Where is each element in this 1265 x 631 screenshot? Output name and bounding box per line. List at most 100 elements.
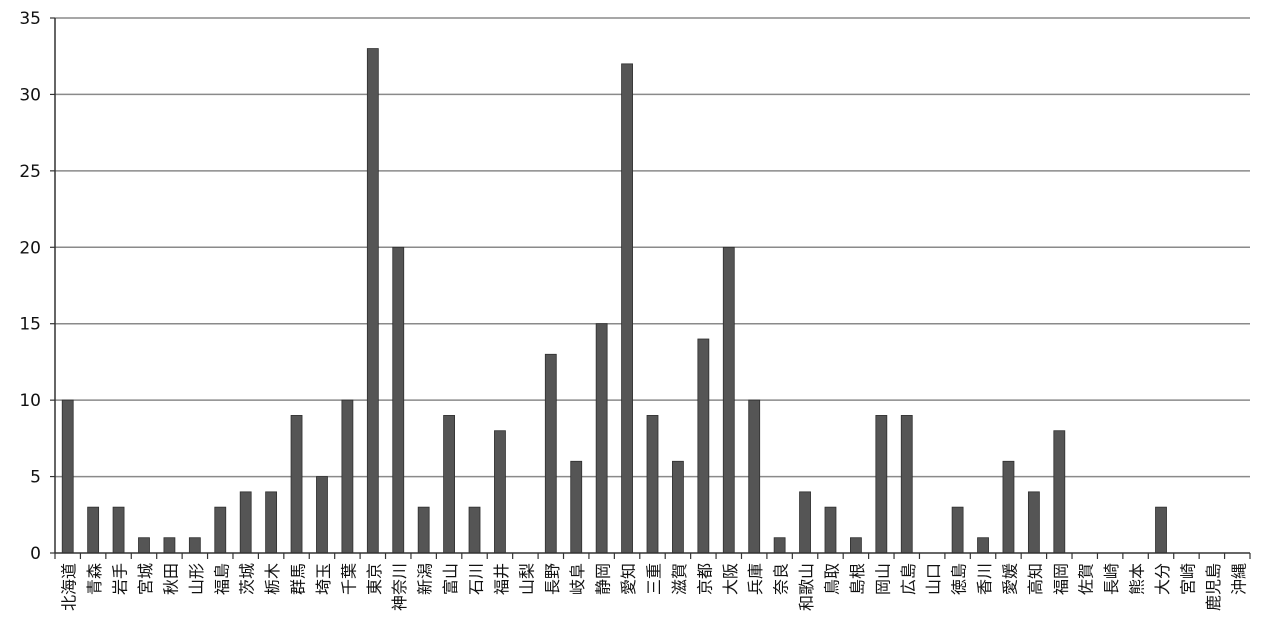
x-tick-label: 山梨 <box>517 563 536 595</box>
bar-11 <box>341 399 354 554</box>
bar-31 <box>850 537 862 554</box>
x-tick-label: 北海道 <box>60 563 79 611</box>
x-tick-label: 岐阜 <box>568 563 587 595</box>
x-tick-label: 兵庫 <box>746 563 765 595</box>
bar-3 <box>138 537 150 554</box>
bar-17 <box>494 430 506 554</box>
bar-20 <box>570 460 583 554</box>
bar-9 <box>290 415 303 554</box>
x-tick-label: 広島 <box>899 563 918 595</box>
x-tick-label: 鹿児島 <box>1204 563 1223 611</box>
x-tick-label: 神奈川 <box>390 563 409 611</box>
bar-23 <box>646 415 659 554</box>
x-tick-label: 群馬 <box>289 563 308 595</box>
y-tick-label: 20 <box>19 238 41 258</box>
x-tick-label: 宮城 <box>136 563 155 595</box>
x-tick-label: 栃木 <box>263 563 282 595</box>
x-tick-label: 宮崎 <box>1178 563 1197 595</box>
bar-25 <box>697 338 710 554</box>
bar-22 <box>621 63 633 554</box>
bar-0 <box>61 399 74 554</box>
x-tick-label: 山形 <box>187 563 206 595</box>
bar-26 <box>722 246 735 554</box>
x-tick-label: 和歌山 <box>797 563 816 611</box>
y-tick-label: 10 <box>19 391 41 411</box>
x-tick-label: 福井 <box>492 563 511 595</box>
x-tick-label: 長野 <box>543 563 562 595</box>
bar-7 <box>239 491 252 554</box>
bar-39 <box>1053 430 1066 554</box>
bar-8 <box>265 491 278 554</box>
bar-24 <box>672 460 684 554</box>
y-axis-ticks: 0 5 10 15 20 25 30 35 <box>19 9 55 564</box>
bar-29 <box>799 491 811 554</box>
x-axis-labels: 北海道 青森 岩手 宮城 秋田 山形 福島 茨城 栃木 群馬 埼玉 千葉 東京 神奈川 新潟 富山 石川 福井 山梨… <box>60 563 1249 611</box>
bar-33 <box>900 415 913 554</box>
bar-32 <box>875 415 888 554</box>
y-tick-label: 15 <box>19 315 41 335</box>
y-tick-label: 30 <box>19 85 41 105</box>
x-tick-label: 秋田 <box>161 563 180 595</box>
gridlines <box>55 17 1250 478</box>
x-tick-label: 石川 <box>467 563 486 595</box>
x-tick-label: 京都 <box>695 563 714 595</box>
y-tick-label: 35 <box>19 9 41 29</box>
bar-1 <box>87 506 100 554</box>
x-tick-label: 大阪 <box>721 563 740 595</box>
x-tick-label: 福岡 <box>1051 563 1070 595</box>
x-tick-label: 高知 <box>1026 563 1045 595</box>
x-tick-label: 奈良 <box>772 563 791 595</box>
y-tick-label: 25 <box>19 162 41 182</box>
x-tick-label: 埼玉 <box>314 563 333 595</box>
bar-10 <box>316 476 328 554</box>
bar-30 <box>824 506 837 554</box>
x-tick-label: 静岡 <box>594 563 613 595</box>
bar-15 <box>443 415 455 554</box>
x-tick-label: 福島 <box>212 563 231 595</box>
x-tick-label: 徳島 <box>950 563 969 595</box>
bar-5 <box>188 537 201 554</box>
x-tick-label: 青森 <box>85 563 104 595</box>
x-tick-label: 滋賀 <box>670 563 689 595</box>
bar-27 <box>748 399 761 554</box>
x-tick-label: 長崎 <box>1102 563 1121 595</box>
bar-28 <box>773 537 786 554</box>
x-tick-label: 茨城 <box>238 563 257 595</box>
bar-4 <box>163 537 176 554</box>
axes <box>54 18 1251 559</box>
x-tick-label: 新潟 <box>416 563 435 595</box>
y-tick-label: 5 <box>30 468 41 488</box>
bar-37 <box>1002 460 1015 554</box>
x-tick-label: 大分 <box>1153 563 1172 595</box>
bar-38 <box>1027 491 1040 554</box>
x-tick-label: 愛媛 <box>1000 563 1019 595</box>
bar-36 <box>977 537 989 554</box>
x-tick-label: 東京 <box>365 563 384 595</box>
x-tick-label: 香川 <box>975 563 994 595</box>
y-tick-label: 0 <box>30 544 41 564</box>
x-tick-label: 沖縄 <box>1229 563 1248 595</box>
x-tick-label: 三重 <box>645 563 664 595</box>
bar-21 <box>595 323 608 554</box>
bar-14 <box>417 506 430 554</box>
bar-13 <box>392 246 405 554</box>
x-tick-label: 鳥取 <box>822 563 841 595</box>
x-tick-label: 佐賀 <box>1077 563 1096 595</box>
x-tick-label: 岡山 <box>873 563 892 595</box>
x-tick-label: 愛知 <box>619 563 638 595</box>
bar-6 <box>214 506 227 554</box>
x-tick-label: 島根 <box>848 563 867 595</box>
bar-16 <box>468 506 481 554</box>
x-tick-label: 山口 <box>924 563 943 595</box>
bar-19 <box>544 353 557 554</box>
bars <box>61 48 1167 554</box>
x-tick-label: 岩手 <box>111 563 130 595</box>
bar-35 <box>951 506 964 554</box>
bar-12 <box>366 48 379 554</box>
x-tick-label: 熊本 <box>1128 563 1147 595</box>
x-tick-label: 千葉 <box>339 563 358 595</box>
bar-43 <box>1155 506 1167 554</box>
x-tick-label: 富山 <box>441 563 460 595</box>
bar-2 <box>112 506 125 554</box>
